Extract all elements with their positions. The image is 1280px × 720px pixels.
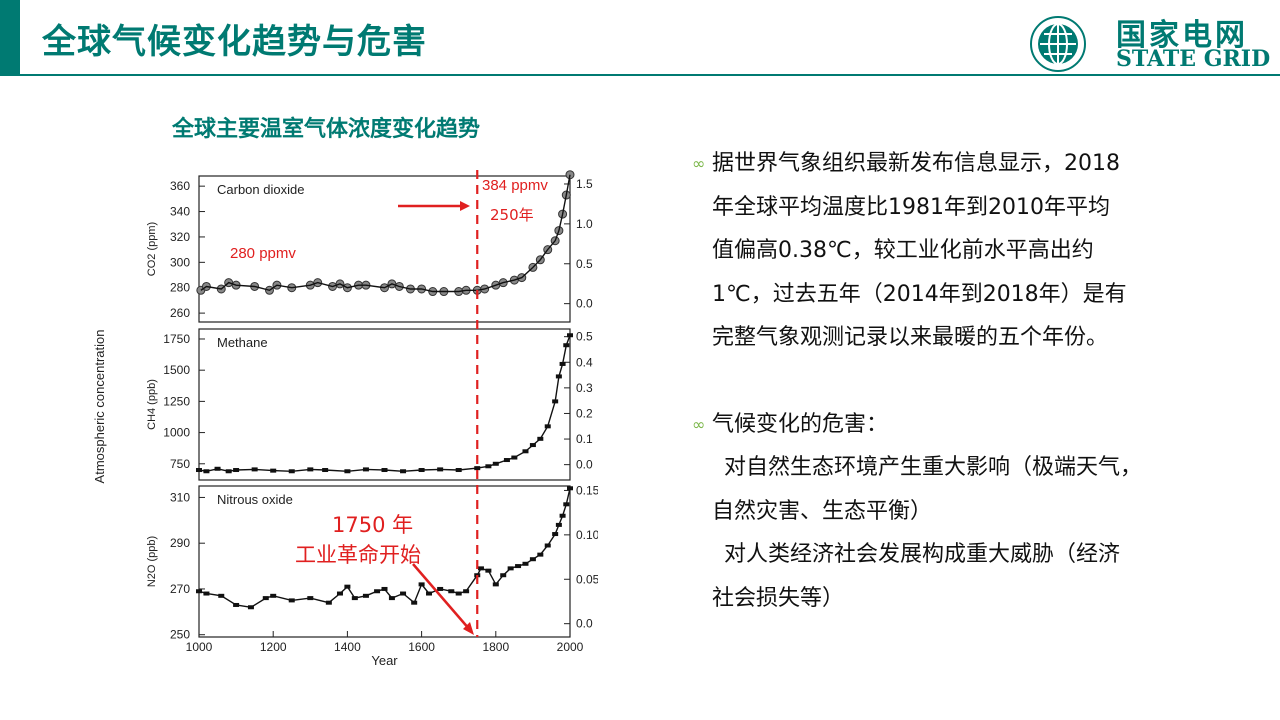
y-tick-label: 320 bbox=[170, 230, 190, 244]
greenhouse-gas-chart: Carbon dioxide 260 280 300 320 340 360 0.0 0.5 1.… bbox=[88, 168, 598, 678]
series-line bbox=[198, 334, 571, 473]
sub-line: 社会损失等） bbox=[712, 585, 845, 611]
panel-ylabel: N2O (ppb) bbox=[146, 536, 158, 587]
panel-name: Methane bbox=[217, 335, 268, 350]
y-tick-label: 300 bbox=[170, 255, 190, 269]
bullet-line: 气候变化的危害： bbox=[712, 411, 889, 437]
right-y-tick-label: 0.3 bbox=[576, 381, 593, 395]
x-tick-label: 1000 bbox=[186, 640, 213, 654]
bullet-line: 1℃，过去五年（2014年到2018年）是有 bbox=[712, 281, 1127, 307]
chart-title: 全球主要温室气体浓度变化趋势 bbox=[172, 117, 481, 142]
spacer bbox=[692, 360, 1192, 403]
y-tick-label: 360 bbox=[170, 179, 190, 193]
panel-frame bbox=[198, 328, 571, 481]
y-tick-label: 280 bbox=[170, 281, 190, 295]
arrow-to-1750 bbox=[412, 563, 471, 631]
right-y-tick-label: 0.15 bbox=[576, 483, 598, 497]
x-axis-label: Year bbox=[371, 653, 398, 668]
sub-line: 对人类经济社会发展构成重大威胁（经济 bbox=[724, 542, 1121, 567]
arrowhead bbox=[460, 201, 470, 211]
y-tick-label: 260 bbox=[170, 306, 190, 320]
sub-line: 自然灾害、生态平衡） bbox=[712, 498, 933, 524]
bullet-line: 值偏高0.38℃，较工业化前水平高出约 bbox=[712, 238, 1094, 263]
arrowhead bbox=[463, 622, 474, 635]
y-tick-label: 340 bbox=[170, 205, 190, 219]
header: 全球气候变化趋势与危害 国家电网 STATE GRID bbox=[0, 0, 1280, 78]
panel-frame bbox=[198, 175, 571, 323]
data-point bbox=[567, 486, 573, 491]
x-tick-label: 1800 bbox=[482, 640, 509, 654]
annotation-280ppmv: 280 ppmv bbox=[230, 245, 296, 262]
y-tick-label: 270 bbox=[170, 582, 190, 596]
sub-line: 对自然生态环境产生重大影响（极端天气， bbox=[724, 455, 1143, 480]
right-y-tick-label: 0.5 bbox=[576, 257, 593, 271]
right-y-tick-label: 1.0 bbox=[576, 217, 593, 231]
annotation-384ppmv: 384 ppmv bbox=[482, 177, 548, 194]
chart-svg: Carbon dioxide 260 280 300 320 340 360 0.0 0.5 1.… bbox=[92, 170, 598, 668]
x-tick-label: 1400 bbox=[334, 640, 361, 654]
swirl-bullet-icon: ∞ bbox=[692, 154, 706, 173]
panel-name: Nitrous oxide bbox=[217, 492, 293, 507]
logo-english-text: STATE GRID bbox=[1116, 46, 1271, 72]
right-y-tick-label: 1.5 bbox=[576, 177, 593, 191]
y-tick-label: 750 bbox=[170, 457, 190, 471]
shared-y-label: Atmospheric concentration bbox=[92, 330, 107, 484]
y-tick-label: 1000 bbox=[163, 426, 190, 440]
panel-name: Carbon dioxide bbox=[217, 182, 304, 197]
bullet-line: 年全球平均温度比1981年到2010年平均 bbox=[712, 194, 1110, 220]
x-tick-label: 2000 bbox=[557, 640, 584, 654]
panel-ylabel: CO2 (ppm) bbox=[146, 222, 158, 276]
y-tick-label: 310 bbox=[170, 490, 190, 504]
right-y-tick-label: 0.0 bbox=[576, 458, 593, 472]
bullet-line: 完整气象观测记录以来最暖的五个年份。 bbox=[712, 325, 1109, 350]
right-y-tick-label: 0.1 bbox=[576, 432, 593, 446]
series-line bbox=[198, 488, 571, 609]
right-y-tick-label: 0.5 bbox=[576, 330, 593, 344]
panel-ylabel: CH4 (ppb) bbox=[146, 379, 158, 430]
y-tick-label: 1750 bbox=[163, 332, 190, 346]
state-grid-logo: 国家电网 STATE GRID bbox=[1020, 8, 1270, 74]
annotation-250years: 250年 bbox=[490, 206, 534, 224]
logo-chinese-text: 国家电网 bbox=[1116, 18, 1248, 53]
annotation-industrial-revolution: 工业革命开始 bbox=[295, 543, 421, 567]
x-tick-label: 1600 bbox=[408, 640, 435, 654]
bullet-line: 据世界气象组织最新发布信息显示，2018 bbox=[712, 151, 1120, 176]
annotation-1750: 1750 年 bbox=[332, 513, 413, 537]
header-divider bbox=[20, 74, 1280, 76]
accent-bar bbox=[0, 0, 20, 76]
y-tick-label: 1500 bbox=[163, 363, 190, 377]
series-line bbox=[200, 174, 571, 293]
state-grid-globe-icon bbox=[1030, 16, 1086, 72]
swirl-bullet-icon: ∞ bbox=[692, 414, 706, 434]
text-panel: ∞ 据世界气象组织最新发布信息显示，2018 年全球平均温度比1981年到201… bbox=[692, 142, 1192, 620]
x-tick-label: 1200 bbox=[260, 640, 287, 654]
right-y-tick-label: 0.4 bbox=[576, 355, 593, 369]
bullet-climate-info: ∞ 据世界气象组织最新发布信息显示，2018 年全球平均温度比1981年到201… bbox=[692, 142, 1192, 360]
page-title: 全球气候变化趋势与危害 bbox=[42, 22, 427, 62]
right-y-tick-label: 0.05 bbox=[576, 572, 598, 586]
right-y-tick-label: 0.0 bbox=[576, 617, 593, 631]
panel-frame bbox=[198, 485, 571, 638]
right-y-tick-label: 0.10 bbox=[576, 528, 598, 542]
right-y-tick-label: 0.0 bbox=[576, 297, 593, 311]
y-tick-label: 290 bbox=[170, 536, 190, 550]
right-y-tick-label: 0.2 bbox=[576, 406, 593, 420]
bullet-climate-harm: ∞ 气候变化的危害： 对自然生态环境产生重大影响（极端天气， 自然灾害、生态平衡… bbox=[692, 403, 1192, 621]
y-tick-label: 250 bbox=[170, 628, 190, 642]
y-tick-label: 1250 bbox=[163, 394, 190, 408]
